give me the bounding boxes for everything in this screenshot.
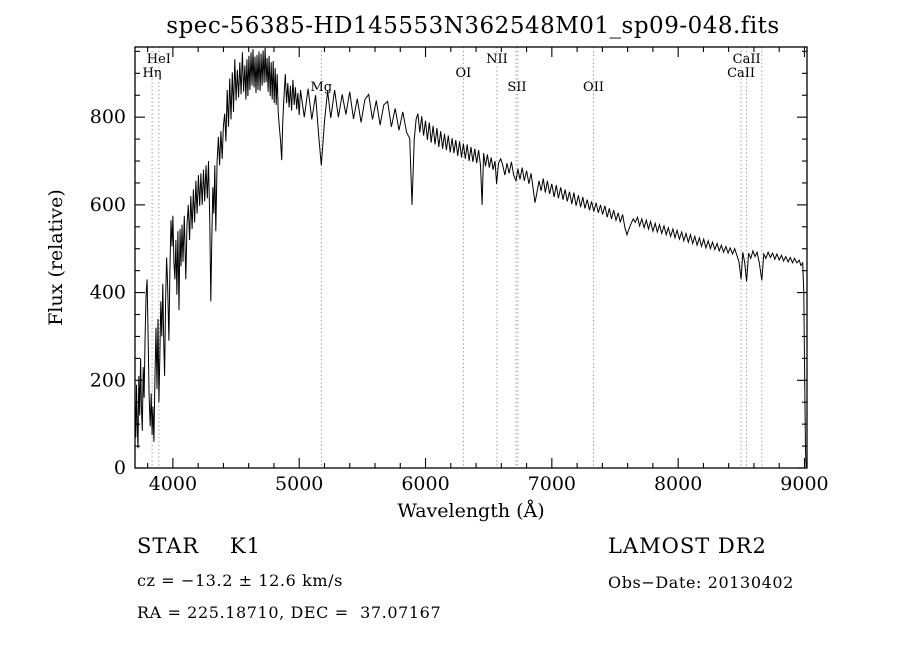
y-tick-label: 400 (90, 282, 126, 304)
spectrum-trace (134, 47, 807, 468)
ra-dec-value: RA = 225.18710, DEC = 37.07167 (137, 603, 442, 622)
y-tick-label: 200 (90, 369, 126, 391)
spectral-marker-label: CaII (727, 66, 755, 81)
x-tick-label: 5000 (275, 473, 323, 495)
spectral-marker-label: SII (507, 80, 526, 95)
plot-frame (134, 46, 808, 469)
y-axis-label: Flux (relative) (45, 189, 67, 326)
chart-title: spec-56385-HD145553N362548M01_sp09-048.f… (166, 13, 780, 39)
spectral-marker-label: HeI (147, 52, 171, 67)
y-tick-label: 0 (114, 457, 126, 479)
x-tick-label: 8000 (654, 473, 702, 495)
cz-value: cz = −13.2 ± 12.6 km/s (137, 571, 343, 590)
x-tick-label: 9000 (780, 473, 828, 495)
x-tick-label: 6000 (401, 473, 449, 495)
x-tick-label: 4000 (149, 473, 197, 495)
obs-date-value: Obs−Date: 20130402 (608, 573, 794, 592)
x-tick-label: 7000 (528, 473, 576, 495)
spectral-marker-label: OI (456, 66, 472, 81)
x-axis-label: Wavelength (Å) (397, 500, 544, 522)
object-class-label: STAR K1 (137, 534, 261, 558)
spectral-marker-label: Hη (142, 66, 161, 81)
spectral-marker-label: Mg (310, 80, 332, 95)
spectral-marker-label: NII (486, 52, 508, 67)
y-tick-label: 800 (90, 106, 126, 128)
spectral-marker-label: OII (583, 80, 604, 95)
survey-label: LAMOST DR2 (608, 534, 767, 558)
y-tick-label: 600 (90, 194, 126, 216)
spectral-marker-label: CaII (733, 52, 761, 67)
